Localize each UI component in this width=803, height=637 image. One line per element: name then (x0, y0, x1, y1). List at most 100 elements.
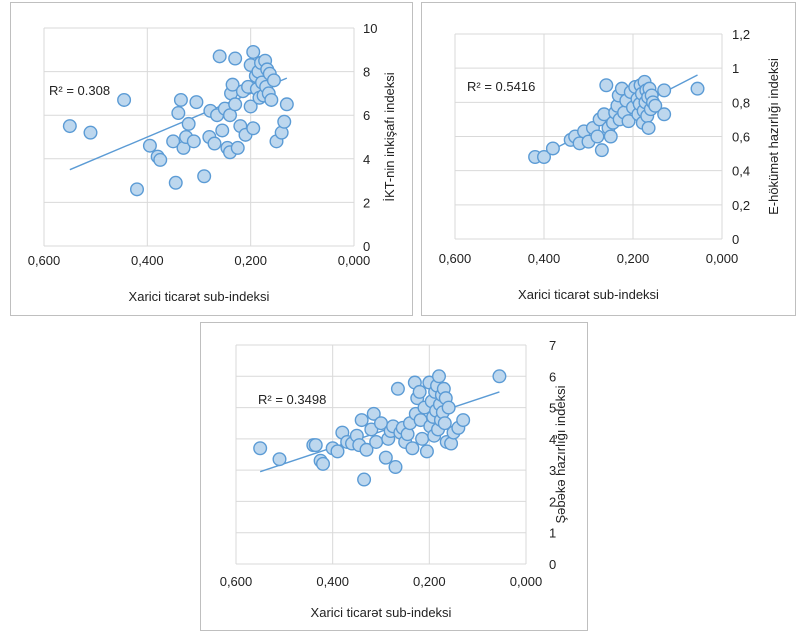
data-point (657, 83, 672, 98)
data-point (357, 472, 372, 487)
y-tick-label: 0 (363, 239, 370, 254)
y-tick-label: 3 (549, 463, 556, 478)
data-point (129, 182, 144, 197)
data-point (243, 99, 258, 114)
data-point (117, 92, 132, 107)
data-point (359, 442, 374, 457)
y-axis-label: Şəbəkə hazırlığı indeksi (553, 385, 568, 523)
x-tick-label: 0,400 (528, 251, 561, 266)
data-point (536, 149, 551, 164)
x-tick-label: 0,400 (316, 574, 349, 589)
data-point (369, 434, 384, 449)
y-tick-label: 1 (549, 526, 556, 541)
data-point (308, 438, 323, 453)
data-point (166, 134, 181, 149)
r-squared-annotation: R² = 0.3498 (258, 392, 326, 407)
chart-panel-ikt: 0,600 0,400 0,200 0,000 0 2 4 6 8 10 Xarici ticarə… (10, 2, 413, 316)
y-tick-label: 10 (363, 21, 377, 36)
data-point (545, 141, 560, 156)
data-point (212, 49, 227, 64)
data-point (492, 369, 507, 384)
x-tick-label: 0,000 (706, 251, 739, 266)
data-point (413, 413, 428, 428)
data-point (456, 413, 471, 428)
data-point (272, 452, 287, 467)
y-tick-label: 4 (363, 152, 370, 167)
x-tick-label: 0,200 (617, 251, 650, 266)
x-axis-label: Xarici ticarət sub-indeksi (518, 287, 659, 302)
trendline (69, 77, 288, 171)
y-tick-label: 6 (363, 108, 370, 123)
data-point (388, 460, 403, 475)
data-point (207, 136, 222, 151)
data-point (648, 98, 663, 113)
data-point (266, 73, 281, 88)
data-point (246, 121, 261, 136)
data-point (246, 44, 261, 59)
data-point (641, 120, 656, 135)
data-point (228, 97, 243, 112)
data-point (168, 175, 183, 190)
data-point (230, 140, 245, 155)
x-axis-label: Xarici ticarət sub-indeksi (311, 605, 452, 620)
data-point (441, 400, 456, 415)
r-squared-annotation: R² = 0.308 (49, 83, 110, 98)
y-tick-label: 6 (549, 369, 556, 384)
data-point (62, 119, 77, 134)
x-tick-label: 0,200 (234, 253, 267, 268)
data-point (378, 450, 393, 465)
y-tick-label: 0,8 (732, 95, 750, 110)
y-tick-label: 8 (363, 65, 370, 80)
data-point (173, 92, 188, 107)
x-tick-label: 0,200 (413, 574, 446, 589)
y-axis-label: E-hökümət hazırlığı indeksi (766, 58, 781, 215)
data-point (264, 92, 279, 107)
y-tick-label: 4 (549, 432, 556, 447)
trendline (259, 391, 500, 473)
data-point (253, 441, 268, 456)
data-point (315, 456, 330, 471)
y-tick-label: 0,2 (732, 198, 750, 213)
x-tick-label: 0,400 (131, 253, 164, 268)
y-tick-label: 1 (732, 61, 739, 76)
data-point (330, 444, 345, 459)
y-tick-label: 0 (549, 557, 556, 572)
data-point (690, 81, 705, 96)
data-point (142, 138, 157, 153)
data-point (189, 95, 204, 110)
y-tick-label: 1,2 (732, 27, 750, 42)
data-point (225, 77, 240, 92)
y-tick-label: 0,6 (732, 130, 750, 145)
data-point (171, 106, 186, 121)
data-point (415, 431, 430, 446)
data-point (390, 381, 405, 396)
x-axis-label: Xarici ticarət sub-indeksi (129, 289, 270, 304)
data-point (197, 169, 212, 184)
scatter-chart-sebeke: 0,600 0,400 0,200 0,000 0 1 2 3 4 5 6 7 Xarici ticar… (220, 338, 568, 620)
data-point (412, 384, 427, 399)
data-point (405, 441, 420, 456)
data-point (228, 51, 243, 66)
data-point (590, 129, 605, 144)
data-point (594, 143, 609, 158)
data-point (215, 123, 230, 138)
y-tick-label: 7 (549, 338, 556, 353)
x-tick-label: 0,000 (510, 574, 543, 589)
data-point (354, 413, 369, 428)
data-point (419, 444, 434, 459)
data-point (366, 406, 381, 421)
data-point (657, 107, 672, 122)
data-point (599, 78, 614, 93)
data-point (277, 114, 292, 129)
y-axis-label: İKT-nin inkişafı indeksi (382, 72, 397, 201)
data-point (431, 369, 446, 384)
y-tick-label: 2 (363, 195, 370, 210)
x-tick-label: 0,000 (338, 253, 371, 268)
chart-panel-sebeke: 0,600 0,400 0,200 0,000 0 1 2 3 4 5 6 7 Xarici ticar… (200, 322, 588, 631)
y-tick-label: 5 (549, 401, 556, 416)
data-point (186, 134, 201, 149)
x-tick-label: 0,600 (220, 574, 253, 589)
x-tick-label: 0,600 (439, 251, 472, 266)
r-squared-annotation: R² = 0.5416 (467, 79, 535, 94)
